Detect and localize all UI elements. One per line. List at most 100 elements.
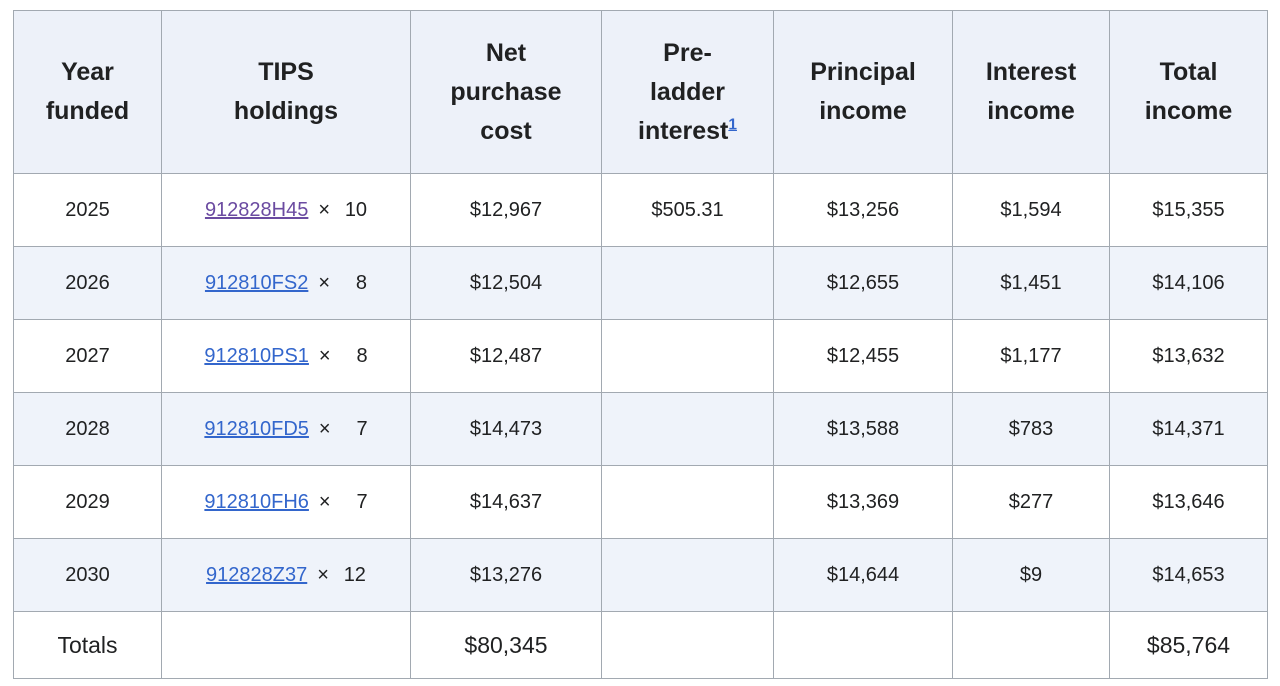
totals-label-cell: Totals: [13, 611, 162, 679]
totals-total-income-cell: $85,764: [1109, 611, 1268, 679]
column-header-principal: Principal income: [773, 10, 953, 174]
interest-income-cell: $1,594: [952, 173, 1110, 247]
header-row: Year funded TIPS holdings Net purchase cost Pre…: [13, 10, 1268, 174]
header-line: Net: [485, 38, 527, 67]
pre-ladder-interest-cell: [601, 246, 774, 320]
quantity-value: 7: [356, 417, 368, 440]
net-purchase-cost-cell: $12,504: [410, 246, 602, 320]
table-row: 2025 912828H45 × 10 $12,967 $505.31 $13,256 $1,…: [13, 173, 1268, 247]
table-body: 2025 912828H45 × 10 $12,967 $505.31 $13,256 $1,…: [13, 173, 1268, 679]
principal-income-cell: $13,369: [773, 465, 953, 539]
tips-holdings-cell: 912810PS1 × 8: [161, 319, 411, 393]
totals-principal-income-cell: [773, 611, 953, 679]
multiply-sign: ×: [318, 417, 331, 440]
principal-income-cell: $12,655: [773, 246, 953, 320]
interest-income-cell: $1,451: [952, 246, 1110, 320]
cusip-link[interactable]: 912810FH6: [204, 490, 309, 513]
header-line: Total: [1159, 58, 1218, 86]
tips-holdings-cell: 912810FS2 × 8: [161, 246, 411, 320]
pre-ladder-interest-cell: [601, 392, 774, 466]
header-line: income: [987, 97, 1075, 125]
year-funded-cell: 2027: [13, 319, 162, 393]
total-income-cell: $14,106: [1109, 246, 1268, 320]
header-line: funded: [45, 97, 130, 125]
interest-income-cell: $9: [952, 538, 1110, 612]
table-row: 2029 912810FH6 × 7 $14,637 $13,369 $277 $13,646: [13, 465, 1268, 539]
table-row: 2028 912810FD5 × 7 $14,473 $13,588 $783 $14,371: [13, 392, 1268, 466]
quantity-value: 10: [344, 198, 368, 221]
header-line: Interest: [985, 58, 1077, 86]
principal-income-cell: $14,644: [773, 538, 953, 612]
year-funded-cell: 2028: [13, 392, 162, 466]
column-header-interest: Interest income: [952, 10, 1110, 174]
header-line: ladder: [649, 77, 726, 106]
totals-holdings-cell: [161, 611, 411, 679]
tips-holdings-cell: 912810FD5 × 7: [161, 392, 411, 466]
tips-holdings-cell: 912828Z37 × 12: [161, 538, 411, 612]
column-header-holdings: TIPS holdings: [161, 10, 411, 174]
cusip-link[interactable]: 912810PS1: [204, 344, 309, 367]
interest-income-cell: $1,177: [952, 319, 1110, 393]
column-header-total: Total income: [1109, 10, 1268, 174]
quantity-value: 7: [356, 490, 368, 513]
header-line: holdings: [233, 97, 339, 125]
year-funded-cell: 2025: [13, 173, 162, 247]
tips-holdings-cell: 912828H45 × 10: [161, 173, 411, 247]
year-funded-cell: 2029: [13, 465, 162, 539]
header-line: Principal: [810, 58, 916, 86]
multiply-sign: ×: [317, 563, 329, 586]
column-header-pre: Pre-ladder interest1: [601, 10, 774, 174]
cusip-link[interactable]: 912828Z37: [206, 563, 308, 586]
header-line: income: [819, 97, 907, 125]
multiply-sign: ×: [318, 344, 331, 367]
net-purchase-cost-cell: $12,487: [410, 319, 602, 393]
cusip-link[interactable]: 912810FD5: [204, 417, 309, 440]
total-income-cell: $13,632: [1109, 319, 1268, 393]
header-line: cost: [480, 116, 532, 145]
principal-income-cell: $13,256: [773, 173, 953, 247]
net-purchase-cost-cell: $14,473: [410, 392, 602, 466]
total-income-cell: $14,653: [1109, 538, 1268, 612]
multiply-sign: ×: [318, 490, 331, 513]
principal-income-cell: $13,588: [773, 392, 953, 466]
interest-income-cell: $783: [952, 392, 1110, 466]
pre-ladder-interest-cell: [601, 538, 774, 612]
year-funded-cell: 2030: [13, 538, 162, 612]
totals-row: Totals $80,345 $85,764: [13, 611, 1268, 679]
header-line: interest1: [638, 116, 737, 145]
table-row: 2030 912828Z37 × 12 $13,276 $14,644 $9 $14,653: [13, 538, 1268, 612]
quantity-value: 8: [355, 271, 368, 294]
column-header-net: Net purchase cost: [410, 10, 602, 174]
tips-ladder-table: Year funded TIPS holdings Net purchase cost Pre…: [13, 10, 1268, 679]
total-income-cell: $14,371: [1109, 392, 1268, 466]
total-income-cell: $13,646: [1109, 465, 1268, 539]
footnote-link-1[interactable]: 1: [728, 116, 737, 134]
header-line: Pre-: [663, 38, 712, 67]
header-line: purchase: [450, 77, 562, 106]
year-funded-cell: 2026: [13, 246, 162, 320]
header-line: income: [1144, 97, 1233, 125]
pre-ladder-interest-cell: $505.31: [601, 173, 774, 247]
header-line: TIPS: [258, 58, 314, 86]
table-row: 2026 912810FS2 × 8 $12,504 $12,655 $1,451 $14,1…: [13, 246, 1268, 320]
footnote-superscript: 1: [728, 116, 737, 133]
cusip-link[interactable]: 912828H45: [204, 198, 309, 221]
table-row: 2027 912810PS1 × 8 $12,487 $12,455 $1,177 $13,6…: [13, 319, 1268, 393]
totals-pre-ladder-interest-cell: [601, 611, 774, 679]
net-purchase-cost-cell: $13,276: [410, 538, 602, 612]
multiply-sign: ×: [318, 271, 331, 294]
total-income-cell: $15,355: [1109, 173, 1268, 247]
totals-net-purchase-cost-cell: $80,345: [410, 611, 602, 679]
pre-ladder-interest-cell: [601, 465, 774, 539]
cusip-link[interactable]: 912810FS2: [204, 271, 309, 294]
tips-holdings-cell: 912810FH6 × 7: [161, 465, 411, 539]
interest-income-cell: $277: [952, 465, 1110, 539]
quantity-value: 12: [343, 563, 366, 586]
net-purchase-cost-cell: $14,637: [410, 465, 602, 539]
header-line: Year: [61, 58, 114, 86]
pre-ladder-interest-cell: [601, 319, 774, 393]
totals-interest-income-cell: [952, 611, 1110, 679]
multiply-sign: ×: [318, 198, 331, 221]
principal-income-cell: $12,455: [773, 319, 953, 393]
